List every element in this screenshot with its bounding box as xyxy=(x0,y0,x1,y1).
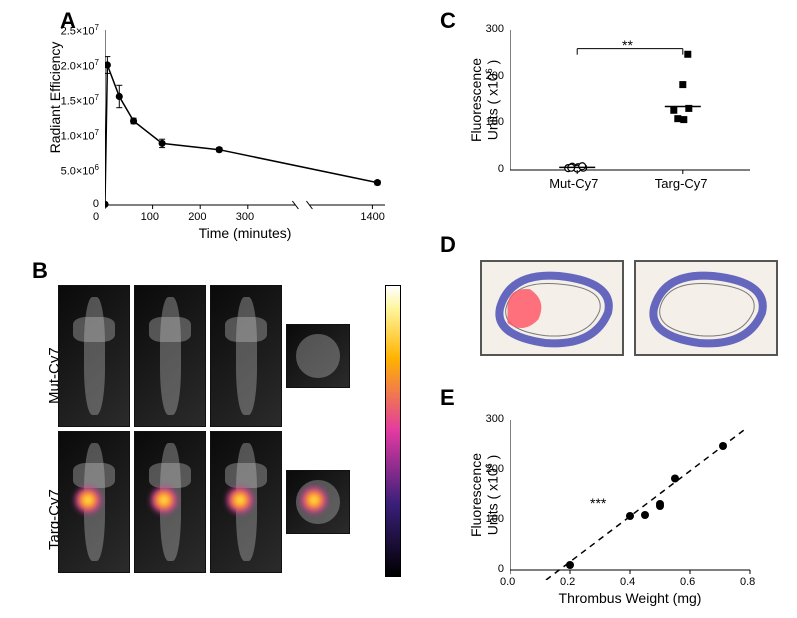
panel-e-significance: *** xyxy=(590,495,606,511)
signal-hotspot xyxy=(151,487,177,513)
panel-a-ytick: 2.5×107 xyxy=(61,23,99,38)
signal-hotspot xyxy=(301,487,327,513)
panel-e-xtick: 0.6 xyxy=(680,576,695,588)
panel-c-chart xyxy=(510,30,760,200)
ct-view-3D xyxy=(58,431,130,573)
panel-a-xtick: 300 xyxy=(236,211,254,223)
panel-a-xtick: 1400 xyxy=(360,211,384,223)
ct-view-coronal xyxy=(210,431,282,573)
histology-svg-right xyxy=(636,262,776,354)
panel-e-xlabel: Thrombus Weight (mg) xyxy=(510,590,750,606)
panel-a-chart xyxy=(105,30,395,215)
panel-e-xtick: 0.4 xyxy=(620,576,635,588)
histology-svg-left xyxy=(482,262,622,354)
colorbar xyxy=(385,285,401,577)
panel-c-category: Mut-Cy7 xyxy=(549,176,598,191)
histology-left xyxy=(480,260,624,356)
figure-root: ABCDE05.0×1061.0×1071.5×1072.0×1072.5×10… xyxy=(0,0,797,618)
panel-label-E: E xyxy=(440,385,455,411)
signal-hotspot xyxy=(227,487,253,513)
panel-a-ytick: 5.0×106 xyxy=(61,163,99,178)
panel-a-ytick: 0 xyxy=(93,198,99,210)
panel-e-xtick: 0.2 xyxy=(560,576,575,588)
panel-e-ylabel: FluorescenceUnits ( x106 ) xyxy=(468,420,501,570)
panel-a-ytick: 2.0×107 xyxy=(61,58,99,73)
panel-a-ytick: 1.5×107 xyxy=(61,93,99,108)
panel-e-xtick: 0.0 xyxy=(500,576,515,588)
panel-c-ylabel: FluorescenceUnits ( x106 ) xyxy=(468,30,501,170)
panel-c-significance: ** xyxy=(622,37,633,53)
panel-a-xlabel: Time (minutes) xyxy=(105,225,385,241)
ct-view-axial xyxy=(286,324,350,388)
ct-view-axial xyxy=(286,470,350,534)
panel-e-chart xyxy=(510,420,760,580)
panel-e-xtick: 0.8 xyxy=(740,576,755,588)
ct-view-3D xyxy=(58,285,130,427)
panel-label-D: D xyxy=(440,232,456,258)
ct-view-sagittal xyxy=(134,431,206,573)
panel-a-ylabel: Radiant Efficiency xyxy=(47,10,63,185)
ct-view-coronal xyxy=(210,285,282,427)
panel-a-ytick: 1.0×107 xyxy=(61,128,99,143)
signal-hotspot xyxy=(75,487,101,513)
histology-right xyxy=(634,260,778,356)
panel-a-xtick: 0 xyxy=(93,211,99,223)
panel-a-xtick: 200 xyxy=(188,211,206,223)
panel-label-C: C xyxy=(440,8,456,34)
ct-view-sagittal xyxy=(134,285,206,427)
panel-label-B: B xyxy=(32,258,48,284)
panel-c-category: Targ-Cy7 xyxy=(655,176,708,191)
panel-a-xtick: 100 xyxy=(141,211,159,223)
